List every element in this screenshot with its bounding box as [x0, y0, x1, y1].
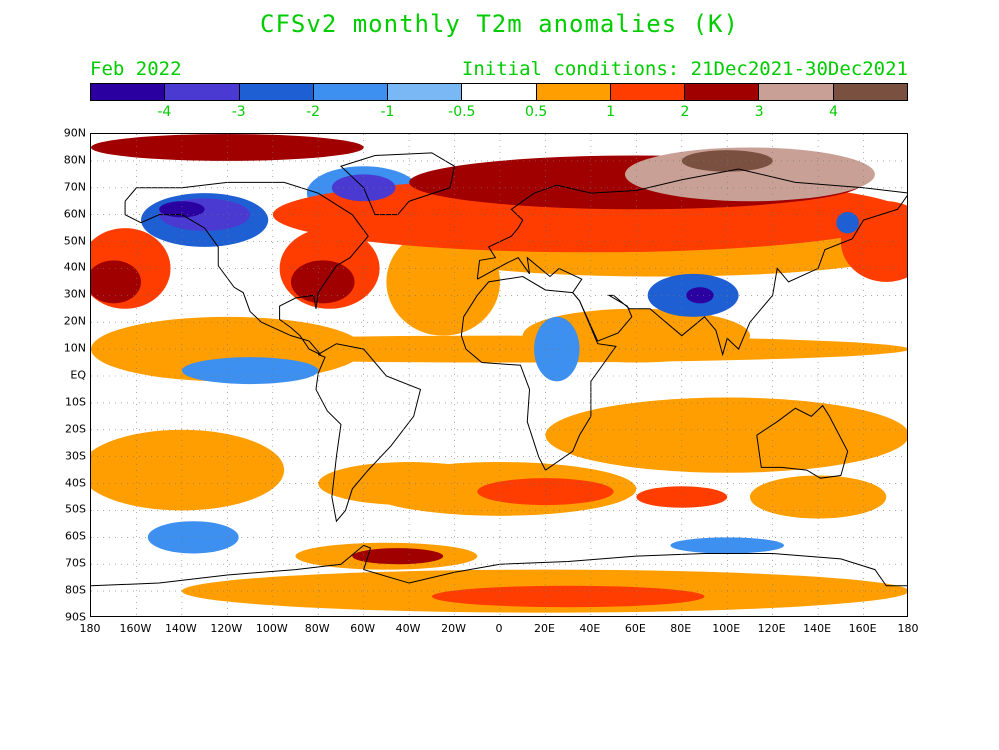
colorbar-swatch — [833, 84, 907, 100]
colorbar-swatch — [536, 84, 611, 100]
anomaly-region — [836, 211, 860, 234]
anomaly-region — [686, 287, 714, 304]
longitude-tick-label: 180 — [897, 622, 919, 635]
colorbar-swatch — [462, 84, 537, 100]
latitude-tick-label: 20N — [63, 314, 86, 328]
longitude-tick-label: 20W — [441, 622, 466, 635]
anomaly-region — [749, 475, 887, 519]
anomaly-region — [431, 585, 705, 608]
anomaly-region — [91, 429, 285, 511]
latitude-tick-label: 50S — [65, 502, 86, 516]
anomaly-region — [91, 134, 364, 161]
latitude-tick-label: 60S — [65, 529, 86, 543]
latitude-tick-label: 10N — [63, 341, 86, 355]
colorbar-label: 0.5 — [525, 104, 548, 120]
south-america-outline — [315, 343, 422, 523]
colorbar-swatch — [91, 84, 166, 100]
longitude-tick-label: 60E — [624, 622, 646, 635]
north-america-outline — [124, 181, 369, 355]
longitude-tick-label: 60W — [350, 622, 376, 635]
latitude-tick-label: 80S — [65, 583, 86, 597]
colorbar-swatch — [388, 84, 463, 100]
latitude-tick-label: 50N — [63, 234, 86, 248]
colorbar-label: 1 — [606, 104, 615, 120]
eurasia-outline — [476, 168, 907, 357]
colorbar-label: -0.5 — [448, 104, 476, 120]
colorbar-label: 4 — [829, 104, 839, 120]
longitude-tick-label: 180 — [79, 622, 101, 635]
map-title: CFSv2 monthly T2m anomalies (K) — [260, 10, 739, 38]
latitude-tick-label: 30S — [65, 449, 86, 463]
anomaly-map — [91, 134, 907, 616]
colorbar-label: -2 — [306, 104, 321, 120]
longitude-tick-label: 120W — [210, 622, 243, 635]
colorbar-label: -3 — [231, 104, 246, 120]
colorbar-swatch — [239, 84, 314, 100]
anomaly-region — [477, 478, 614, 506]
latitude-tick-label: 90N — [63, 126, 86, 140]
colorbar — [90, 83, 908, 101]
longitude-tick-label: 160W — [119, 622, 152, 635]
anomaly-region — [670, 537, 785, 554]
latitude-tick-label: 70N — [63, 180, 86, 194]
latitude-tick-label: 40S — [65, 476, 86, 490]
latitude-tick-label: 60N — [63, 207, 86, 221]
anomaly-region — [290, 260, 355, 304]
colorbar-label: 3 — [754, 104, 764, 120]
longitude-tick-label: 100E — [712, 622, 741, 635]
anomaly-region — [636, 486, 728, 508]
anomaly-region — [352, 548, 444, 565]
longitude-tick-label: 100W — [255, 622, 288, 635]
colorbar-label: -4 — [157, 104, 172, 120]
colorbar-label: -1 — [380, 104, 395, 120]
longitude-tick-label: 80W — [304, 622, 330, 635]
latitude-tick-label: 20S — [65, 422, 86, 436]
map-area — [90, 133, 908, 617]
anomaly-region — [159, 201, 205, 218]
anomaly-region — [181, 357, 319, 385]
colorbar-swatch — [759, 84, 834, 100]
anomaly-region — [545, 397, 907, 473]
latitude-tick-label: 70S — [65, 556, 86, 570]
colorbar-swatch — [610, 84, 686, 100]
latitude-tick-label: 90S — [65, 610, 86, 624]
latitude-tick-label: 10S — [65, 395, 86, 409]
colorbar-label: 2 — [680, 104, 690, 120]
australia-outline — [756, 404, 849, 479]
greenland-outline — [339, 152, 456, 216]
longitude-tick-label: 120E — [757, 622, 786, 635]
longitude-tick-label: 20E — [533, 622, 555, 635]
anomaly-region — [534, 316, 580, 382]
longitude-tick-label: 140W — [164, 622, 197, 635]
longitude-tick-label: 80E — [670, 622, 692, 635]
longitude-tick-label: 140E — [803, 622, 832, 635]
anomaly-region — [91, 260, 141, 304]
latitude-tick-label: 40N — [63, 260, 86, 274]
initial-conditions: Initial conditions: 21Dec2021-30Dec2021 — [461, 58, 908, 80]
colorbar-swatch — [165, 84, 240, 100]
longitude-tick-label: 40E — [579, 622, 601, 635]
forecast-month: Feb 2022 — [90, 58, 182, 80]
colorbar-swatch — [685, 84, 760, 100]
longitude-tick-label: 40W — [395, 622, 421, 635]
longitude-tick-label: 0 — [495, 622, 503, 635]
latitude-tick-label: 30N — [63, 287, 86, 301]
latitude-tick-label: 80N — [63, 153, 86, 167]
latitude-tick-label: EQ — [70, 368, 86, 382]
longitude-tick-label: 160E — [848, 622, 877, 635]
colorbar-swatch — [313, 84, 389, 100]
